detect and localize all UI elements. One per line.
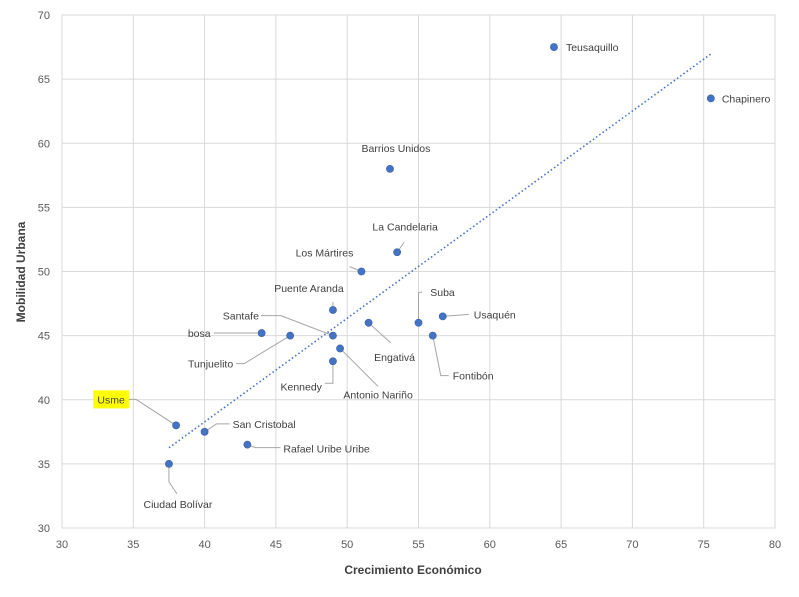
y-tick-label: 65	[38, 74, 50, 86]
data-point	[386, 164, 394, 173]
data-label: Engativá	[374, 352, 415, 364]
data-point	[172, 421, 180, 430]
label-leader-line	[432, 335, 449, 377]
label-leader-line	[368, 322, 391, 344]
data-point	[336, 344, 344, 353]
data-label: Ciudad Bolívar	[144, 499, 213, 511]
data-point	[329, 306, 337, 314]
data-point	[438, 312, 447, 321]
label-leader-line	[418, 291, 423, 323]
plot-area-border	[61, 14, 776, 529]
x-tick-label: 40	[198, 539, 210, 551]
x-tick-label: 55	[412, 539, 424, 551]
data-label: La Candelaria	[372, 221, 438, 233]
data-point	[414, 318, 423, 327]
x-tick-label: 35	[127, 539, 139, 551]
y-tick-label: 35	[38, 459, 50, 471]
data-label: Rafael Uribe Uribe	[283, 444, 370, 456]
axis-ticks: 30 35 40 45 50 55 60 65 70 75 80 30 35 40 45 50 55 60 65 70	[38, 10, 781, 551]
y-tick-label: 30	[38, 523, 50, 535]
data-point	[286, 331, 295, 340]
data-point	[357, 267, 366, 276]
data-labels: Teusaquillo Chapinero Barrios Unidos La Can…	[93, 42, 770, 511]
data-label: Puente Aranda	[274, 283, 344, 295]
label-leader-line	[324, 361, 334, 384]
data-point	[329, 331, 337, 340]
gridlines	[61, 14, 776, 529]
data-points	[165, 43, 715, 468]
data-point	[364, 318, 373, 327]
y-tick-label: 60	[38, 138, 50, 150]
data-label: Kennedy	[280, 381, 322, 393]
leader-lines	[126, 241, 469, 495]
x-tick-label: 80	[769, 539, 781, 551]
data-label: San Cristobal	[233, 419, 296, 431]
data-label: Fontibón	[453, 371, 494, 383]
trendline-layer	[168, 53, 712, 449]
label-leader-line	[339, 348, 379, 387]
data-point	[550, 43, 558, 51]
data-point	[393, 248, 402, 257]
x-tick-label: 45	[270, 539, 282, 551]
data-label: Chapinero	[722, 93, 771, 105]
x-tick-label: 30	[56, 539, 68, 551]
data-point	[257, 329, 266, 337]
data-point	[428, 331, 437, 340]
label-leader-line	[442, 313, 469, 317]
x-tick-label: 50	[341, 539, 353, 551]
y-tick-label: 55	[38, 202, 50, 214]
data-label: Barrios Unidos	[362, 143, 431, 155]
data-point	[243, 440, 252, 449]
data-label: Tunjuelito	[188, 359, 233, 371]
y-axis-title: Mobilidad Urbana	[14, 221, 28, 322]
label-leader-line	[126, 398, 177, 426]
trendline	[168, 53, 712, 449]
x-tick-label: 70	[626, 539, 638, 551]
data-point	[200, 427, 209, 436]
y-tick-label: 45	[38, 331, 50, 343]
x-tick-label: 75	[698, 539, 710, 551]
data-label: Usaquén	[474, 309, 516, 321]
x-tick-label: 65	[555, 539, 567, 551]
x-tick-label: 60	[484, 539, 496, 551]
label-highlight	[93, 390, 129, 409]
label-leader-line	[168, 463, 178, 495]
label-leader-line	[236, 335, 291, 365]
data-point	[165, 459, 173, 468]
x-axis-title: Crecimiento Económico	[344, 563, 481, 577]
y-tick-label: 50	[38, 267, 50, 279]
data-point	[706, 94, 715, 103]
data-label: Antonio Nariño	[343, 389, 413, 401]
data-label: Los Mártires	[296, 248, 354, 260]
data-label: Usme	[97, 394, 125, 406]
data-label: Teusaquillo	[566, 42, 619, 54]
y-tick-label: 70	[38, 10, 50, 22]
data-label: Santafe	[223, 311, 259, 323]
data-label: bosa	[188, 328, 211, 340]
label-leader-line	[260, 315, 334, 337]
data-label: Suba	[430, 287, 455, 299]
data-point	[329, 357, 337, 366]
y-tick-label: 40	[38, 395, 50, 407]
label-leader-line	[204, 423, 230, 433]
